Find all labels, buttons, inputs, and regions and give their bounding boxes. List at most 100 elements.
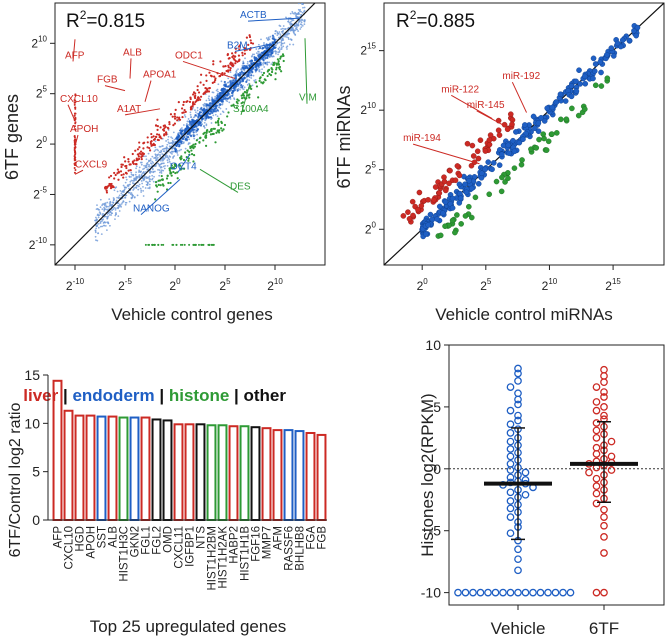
gene-point xyxy=(250,77,253,79)
gene-point-up xyxy=(248,48,252,51)
gene-point xyxy=(241,79,244,82)
mirna-point xyxy=(471,174,478,180)
gene-point xyxy=(108,205,110,208)
gene-point-up xyxy=(243,52,246,55)
gene-point xyxy=(292,43,295,46)
gene-point-down xyxy=(192,243,195,246)
gene-point xyxy=(110,204,113,207)
gene-point-up xyxy=(200,73,203,76)
histone-point-6tf xyxy=(600,549,608,557)
histone-point-6tf xyxy=(592,406,601,415)
histone-point-6tf xyxy=(600,588,608,597)
gene-point xyxy=(274,50,277,52)
gene-point xyxy=(154,140,157,143)
gene-point xyxy=(280,39,283,42)
gene-point-down xyxy=(277,66,281,69)
mirna-point xyxy=(505,142,512,149)
gene-point xyxy=(227,92,230,95)
x-tick-label-bhlhb8: BHLHB8 xyxy=(295,526,307,571)
x-tick-label-fgl1: FGL1 xyxy=(141,526,153,555)
mirna-point-down xyxy=(454,212,460,218)
gene-point xyxy=(239,80,242,83)
gene-point xyxy=(212,114,215,117)
gene-point xyxy=(264,62,267,65)
bar-fgl1 xyxy=(140,416,151,521)
gene-point-up xyxy=(169,113,173,116)
gene-point-down xyxy=(187,159,190,162)
gene-point xyxy=(137,188,140,191)
histone-point-vehicle xyxy=(506,437,515,446)
gene-point xyxy=(163,147,166,150)
gene-point-up xyxy=(250,41,253,45)
gene-point-down xyxy=(240,102,243,105)
gene-point xyxy=(127,185,130,188)
gene-point xyxy=(238,73,241,76)
histone-point-6tf xyxy=(600,388,608,396)
gene-point xyxy=(291,10,294,13)
gene-point xyxy=(199,111,202,114)
gene-point xyxy=(157,162,160,165)
gene-point-down xyxy=(157,243,160,246)
mirna-point xyxy=(562,98,569,104)
gene-point-up xyxy=(136,153,139,156)
histone-point-6tf xyxy=(607,452,616,461)
x-tick-label: 2-5 xyxy=(118,277,132,293)
gene-point xyxy=(285,36,288,38)
histone-point-vehicle xyxy=(521,468,530,477)
mirna-point-up xyxy=(496,132,503,138)
x-tick-label-apoh: APOH xyxy=(86,526,98,559)
gene-point xyxy=(258,46,262,50)
gene-point xyxy=(165,140,168,142)
gene-point-up xyxy=(214,77,217,80)
mirna-point-down xyxy=(468,214,475,221)
gene-point xyxy=(168,160,171,163)
gene-point-down xyxy=(248,96,251,99)
gene-point-up xyxy=(162,124,165,127)
gene-point xyxy=(221,92,224,95)
gene-point xyxy=(303,23,306,26)
gene-point xyxy=(96,204,98,207)
annotation-leader-line xyxy=(74,169,84,175)
gene-point-down xyxy=(275,66,278,69)
gene-point xyxy=(214,97,216,100)
gene-point xyxy=(106,216,109,219)
gene-point xyxy=(140,189,143,192)
bar-hist1h2bm xyxy=(206,424,217,521)
gene-point xyxy=(121,201,124,204)
gene-point xyxy=(260,38,262,41)
gene-point-up xyxy=(136,148,140,151)
y-tick-label: 5 xyxy=(433,399,441,415)
gene-point xyxy=(241,85,244,89)
gene-point xyxy=(243,86,246,89)
gene-point xyxy=(295,23,298,25)
gene-point xyxy=(161,159,164,162)
gene-point xyxy=(280,30,283,33)
annotation-s100a4: S100A4 xyxy=(233,104,269,115)
gene-point xyxy=(147,187,150,190)
gene-point xyxy=(239,71,242,74)
histone-point-vehicle xyxy=(514,411,522,420)
gene-point-up xyxy=(134,163,137,166)
gene-point-up xyxy=(154,135,158,138)
gene-point-up xyxy=(156,118,159,121)
gene-point xyxy=(289,22,292,25)
gene-point xyxy=(301,11,304,14)
gene-point xyxy=(171,137,174,140)
histone-point-6tf xyxy=(592,398,601,406)
gene-point-up xyxy=(163,134,166,137)
x-tick-label-fgl2: FGL2 xyxy=(152,526,164,555)
histone-point-vehicle xyxy=(514,566,522,575)
gene-point-down xyxy=(273,61,276,64)
gene-point-up xyxy=(73,156,76,159)
gene-point xyxy=(246,62,249,65)
mirna-point xyxy=(423,231,429,237)
identity-line xyxy=(55,3,316,265)
gene-point-up xyxy=(142,147,145,150)
x-tick-label-cxcl11: CXCL11 xyxy=(174,526,186,569)
mirna-point-down xyxy=(536,136,542,143)
gene-point xyxy=(170,141,173,144)
histones-y-axis-label: Histones log2(RPKM) xyxy=(418,393,437,556)
mirna-annotation-lines: miR-192 miR-122 miR-145 miR-194 xyxy=(403,71,541,165)
gene-point-up xyxy=(127,158,130,161)
gene-point-down xyxy=(277,62,280,65)
